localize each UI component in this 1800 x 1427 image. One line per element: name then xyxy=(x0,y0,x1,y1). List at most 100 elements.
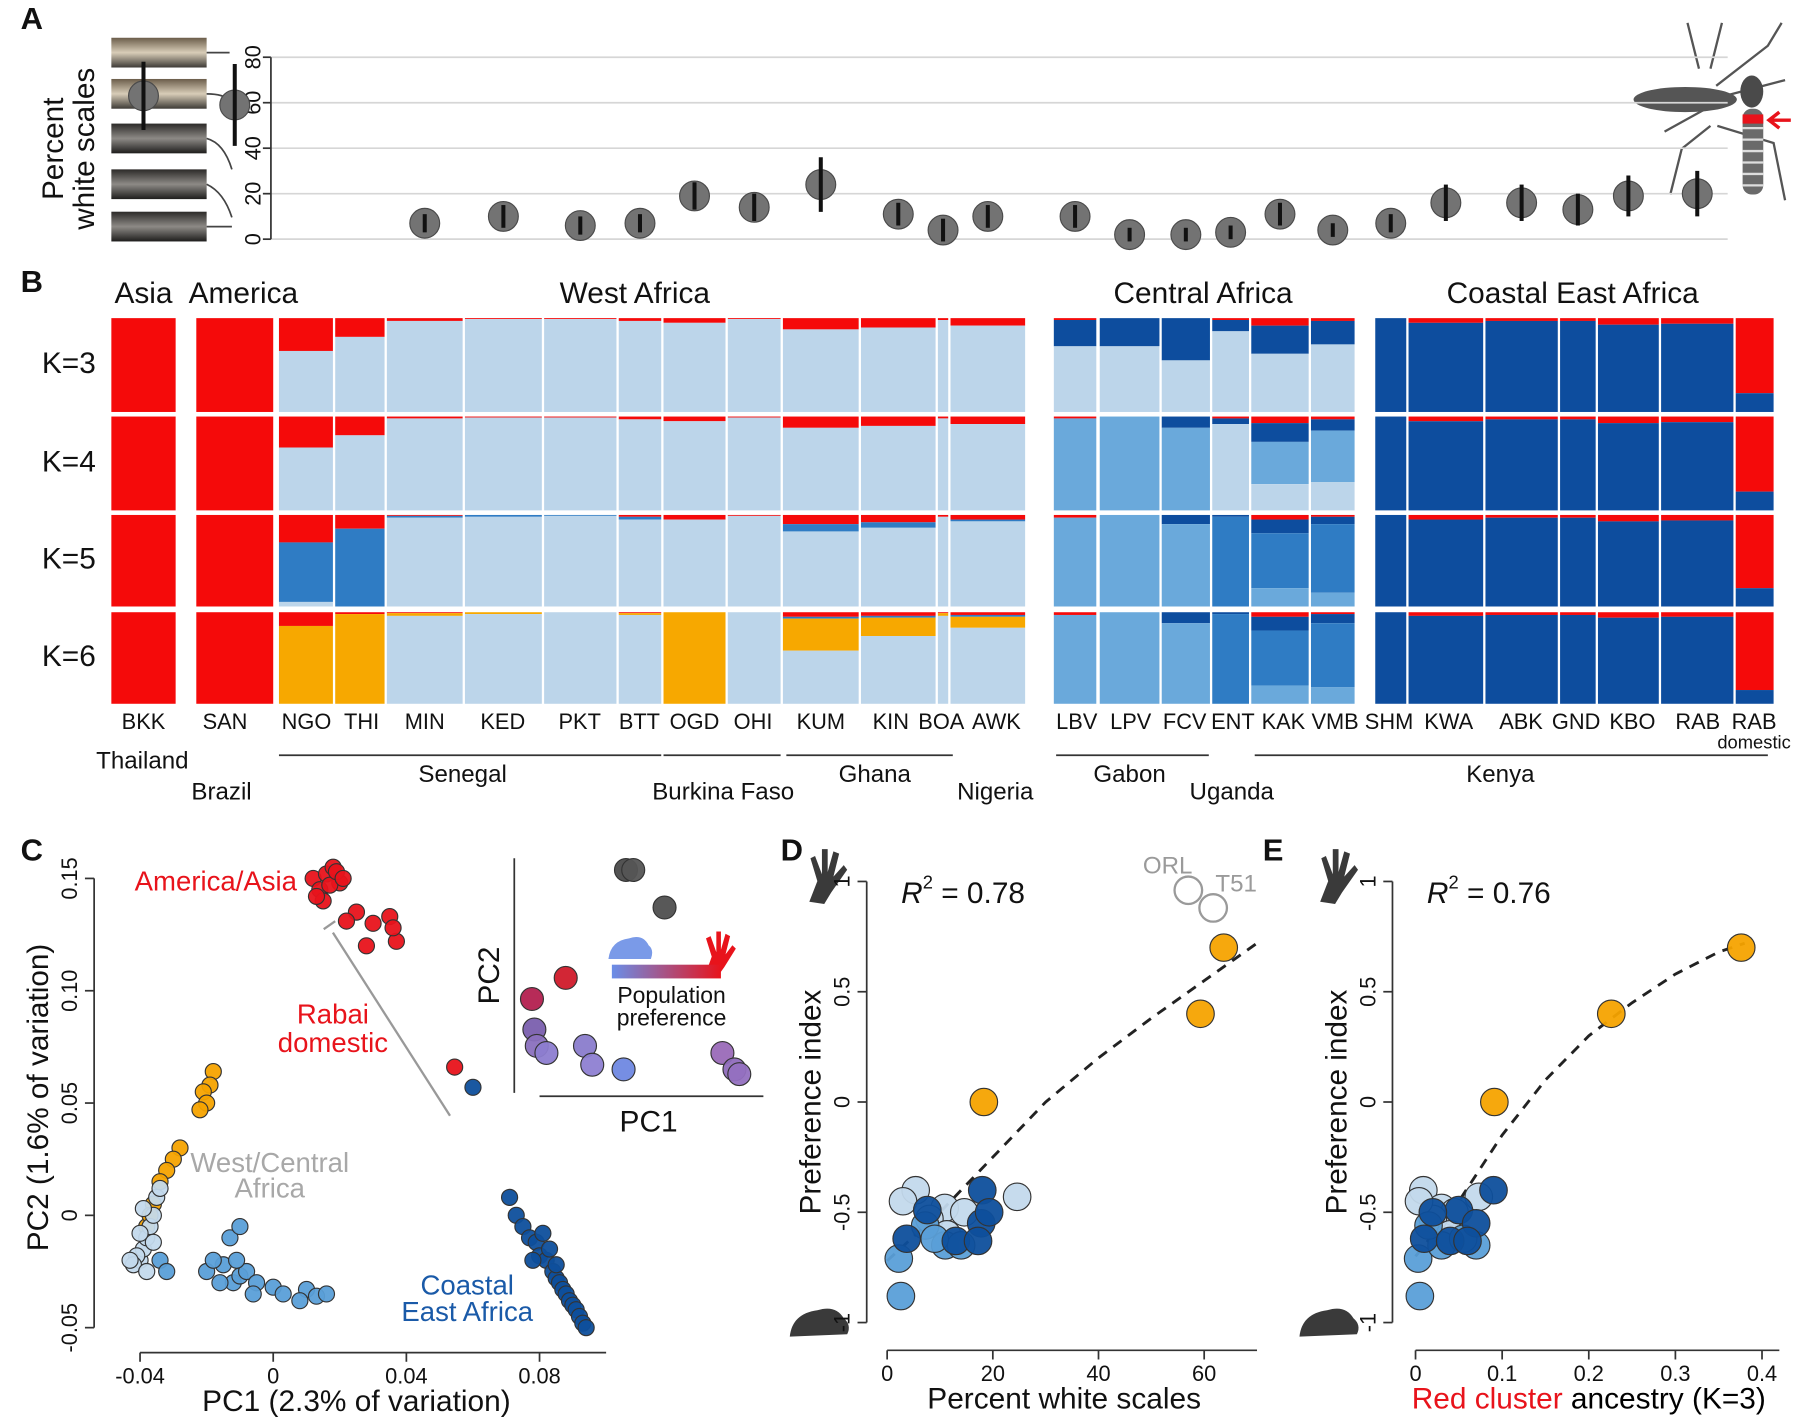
point xyxy=(144,1233,162,1251)
ancestry-segment xyxy=(111,318,176,412)
point xyxy=(1002,1182,1032,1212)
point xyxy=(291,1292,309,1310)
ancestry-segment xyxy=(386,613,463,616)
ancestry-segment xyxy=(1560,612,1596,615)
ancestry-segment xyxy=(1251,612,1309,617)
point xyxy=(151,1179,169,1197)
ancestry-segment xyxy=(1661,514,1734,521)
ancestry-segment xyxy=(1053,517,1097,607)
ancestry-segment xyxy=(196,612,274,704)
ancestry-segment xyxy=(860,527,936,607)
ancestry-segment xyxy=(1251,630,1309,686)
ancestry-segment xyxy=(111,514,176,607)
region-label: West Africa xyxy=(560,277,711,310)
ancestry-segment xyxy=(663,612,726,704)
ancestry-segment xyxy=(860,416,936,426)
ancestry-segment xyxy=(1161,524,1210,607)
ancestry-segment xyxy=(1375,318,1407,412)
ancestry-segment xyxy=(1597,416,1659,424)
y-axis-title: PC2 (1.6% of variation) xyxy=(22,944,55,1252)
ancestry-segment xyxy=(1310,612,1355,615)
ancestry-segment xyxy=(386,515,463,518)
ancestry-segment xyxy=(1661,422,1734,511)
ancestry-segment xyxy=(618,519,662,607)
panel-letter: E xyxy=(1263,833,1284,868)
ancestry-segment xyxy=(1560,514,1596,518)
y-tick-label: 0 xyxy=(57,1209,82,1221)
ancestry-segment xyxy=(1310,524,1355,593)
ancestry-segment xyxy=(1251,353,1309,412)
y-tick-label: 0.5 xyxy=(829,977,854,1007)
ancestry-segment xyxy=(1310,592,1355,607)
y-tick-label: 0 xyxy=(1355,1096,1380,1108)
y-tick-label: -1 xyxy=(1355,1313,1380,1332)
point xyxy=(138,1262,156,1281)
category-label: KAK xyxy=(1262,709,1306,734)
category-label: PKT xyxy=(559,709,601,734)
ancestry-segment xyxy=(278,318,333,351)
ancestry-segment xyxy=(1251,325,1309,354)
ancestry-segment xyxy=(1251,423,1309,442)
ancestry-segment xyxy=(1560,517,1596,607)
r-symbol: R xyxy=(1427,877,1449,910)
annotation: Rabai xyxy=(297,998,369,1029)
x-axis-title: PC1 xyxy=(620,1106,678,1139)
ancestry-segment xyxy=(1251,533,1309,589)
ancestry-segment xyxy=(464,416,542,418)
ancestry-segment xyxy=(860,327,936,412)
point xyxy=(1405,1281,1435,1311)
y-tick-label: 1 xyxy=(829,875,854,887)
category-label: MIN xyxy=(405,709,445,734)
country-label: Ghana xyxy=(839,761,912,788)
y-tick-label: -0.05 xyxy=(57,1303,82,1353)
ancestry-segment xyxy=(663,421,726,511)
point xyxy=(652,895,677,920)
ancestry-segment xyxy=(782,531,859,607)
point xyxy=(317,1285,336,1303)
ancestry-segment xyxy=(1251,616,1309,631)
x-tick-label: 0.3 xyxy=(1660,1361,1690,1386)
ancestry-segment xyxy=(1661,616,1734,704)
ancestry-segment xyxy=(860,612,936,616)
ancestry-segment xyxy=(278,601,333,607)
r-value: = 0.78 xyxy=(933,877,1025,910)
point xyxy=(307,887,326,905)
y-tick-label: 0.05 xyxy=(57,1082,82,1124)
ancestry-segment xyxy=(1597,514,1659,522)
x-tick-label: 0 xyxy=(881,1361,893,1386)
point xyxy=(1726,933,1756,962)
ancestry-segment xyxy=(1408,519,1484,607)
point xyxy=(534,1224,552,1242)
ancestry-segment xyxy=(618,612,662,614)
point xyxy=(888,1186,918,1216)
category-label: BTT xyxy=(619,709,660,734)
ancestry-segment xyxy=(782,329,859,412)
ancestry-segment xyxy=(1597,612,1659,618)
ancestry-segment xyxy=(1212,516,1249,607)
point xyxy=(334,869,352,888)
ancestry-segment xyxy=(1408,318,1484,323)
ancestry-segment xyxy=(727,515,781,607)
point xyxy=(553,965,578,990)
x-tick-label: 0.1 xyxy=(1487,1361,1517,1386)
ancestry-segment xyxy=(860,514,936,523)
ancestry-segment xyxy=(196,514,274,607)
ancestry-segment xyxy=(1251,514,1309,520)
ancestry-segment xyxy=(1485,419,1558,511)
y-tick-label: 0.15 xyxy=(57,857,82,899)
ancestry-segment xyxy=(727,318,781,320)
ancestry-segment xyxy=(1310,482,1355,511)
ancestry-segment xyxy=(782,612,859,617)
point xyxy=(227,1251,246,1269)
ancestry-segment xyxy=(950,318,1026,326)
ancestry-segment xyxy=(278,542,333,602)
ancestry-segment xyxy=(464,417,542,511)
ancestry-segment xyxy=(937,615,949,704)
ancestry-segment xyxy=(1375,514,1407,607)
point xyxy=(710,1040,735,1065)
country-label: Brazil xyxy=(191,778,251,805)
ancestry-segment xyxy=(1661,323,1734,412)
ancestry-segment xyxy=(386,318,463,321)
ancestry-segment xyxy=(727,319,781,412)
